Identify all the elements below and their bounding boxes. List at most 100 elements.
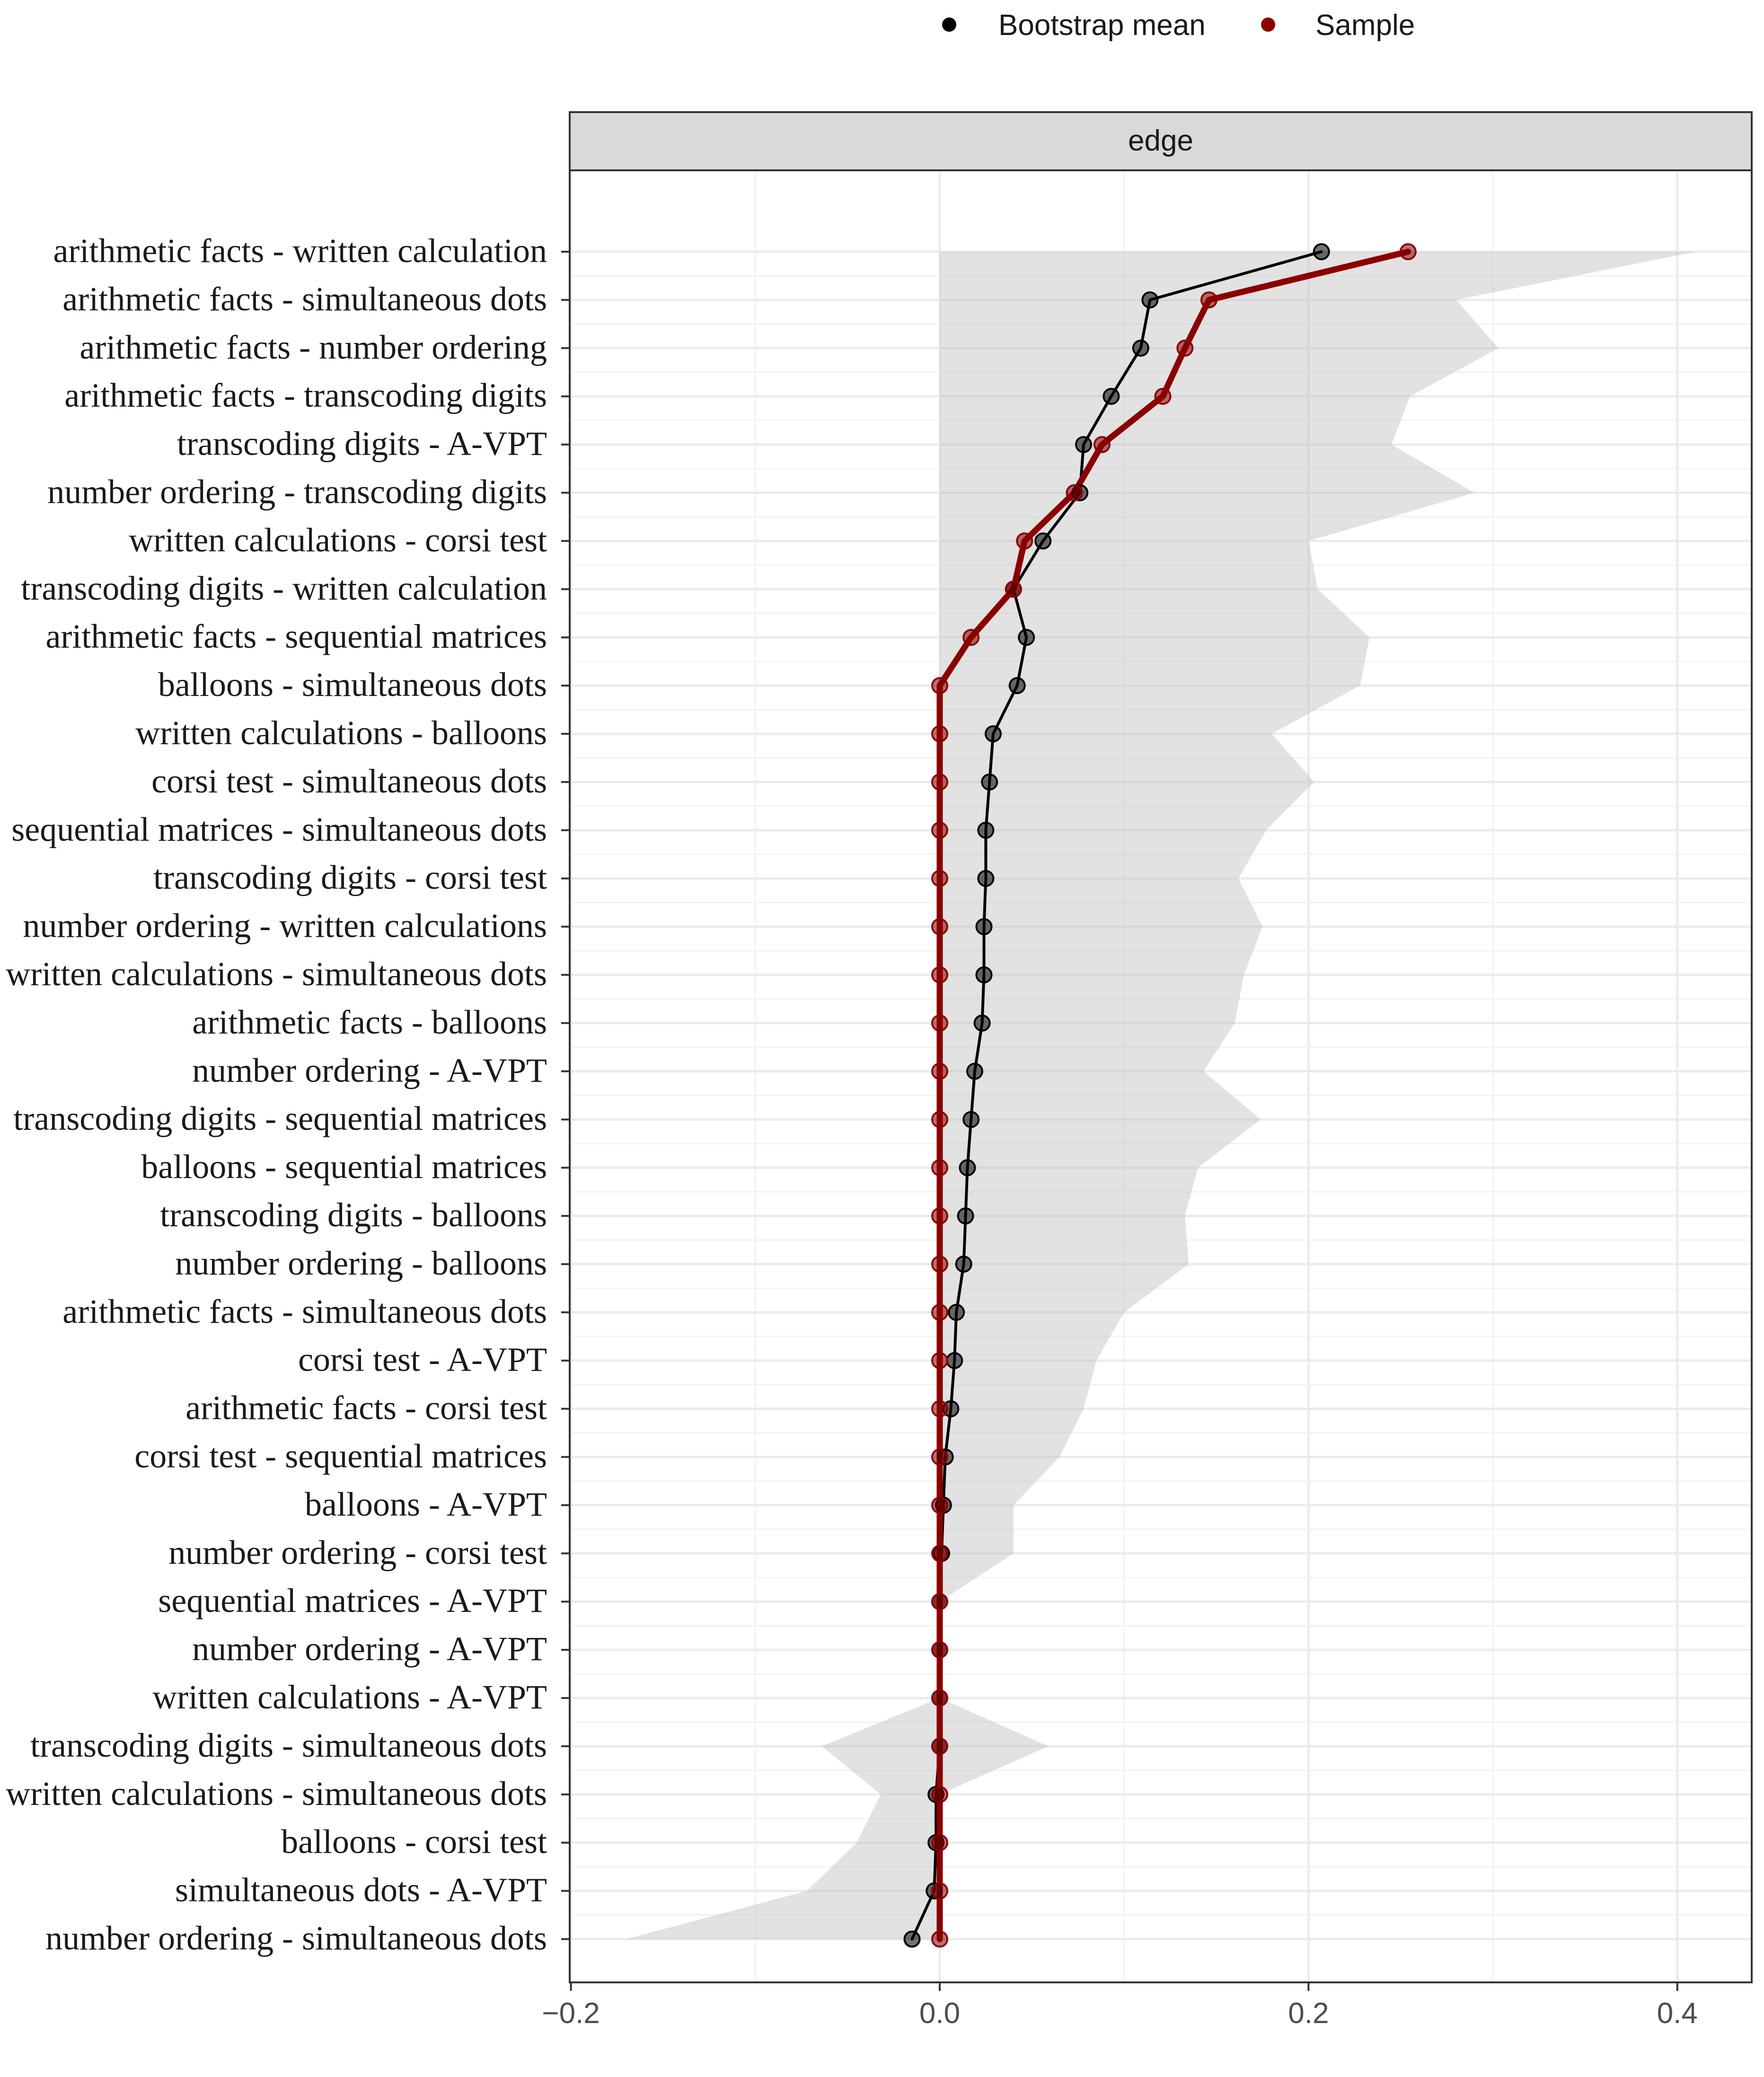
y-tick-label: arithmetic facts - number ordering — [79, 328, 547, 366]
y-tick-label: arithmetic facts - corsi test — [185, 1389, 547, 1427]
y-tick-label: corsi test - A-VPT — [298, 1341, 547, 1379]
data-point-bootstrap-mean — [959, 1159, 976, 1177]
data-point-sample — [931, 918, 948, 935]
data-point-sample — [931, 1207, 948, 1224]
data-point-sample — [1066, 484, 1083, 502]
y-tick-label: transcoding digits - written calculation — [21, 569, 547, 607]
y-tick-label: arithmetic facts - transcoding digits — [64, 377, 547, 414]
x-axis: −0.2 0.0 0.2 0.4 — [542, 1982, 1698, 2030]
legend-bootstrap-mean-marker — [942, 18, 956, 32]
y-tick-label: arithmetic facts - simultaneous dots — [62, 1293, 547, 1330]
data-point-sample — [1016, 532, 1033, 550]
data-point-sample — [931, 1930, 948, 1948]
data-point-sample — [931, 1063, 948, 1080]
data-point-sample — [931, 870, 948, 887]
y-tick-label: written calculations - balloons — [135, 714, 547, 752]
facet-strip: edge — [569, 111, 1753, 171]
data-point-sample — [931, 1448, 948, 1466]
y-axis: arithmetic facts - written calculation ar… — [6, 232, 570, 1957]
data-point-bootstrap-mean — [1075, 436, 1092, 453]
legend: Bootstrap mean Sample — [942, 9, 1415, 42]
data-point-sample — [931, 1690, 948, 1707]
y-tick-label: written calculations - simultaneous dots — [6, 1775, 547, 1813]
data-point-bootstrap-mean — [985, 725, 1002, 742]
data-point-sample — [931, 773, 948, 791]
y-tick-label: number ordering - written calculations — [23, 907, 547, 945]
y-tick-label: number ordering - A-VPT — [192, 1051, 547, 1089]
data-point-sample — [931, 966, 948, 984]
x-tick-label: 0.0 — [919, 1997, 960, 2030]
y-tick-label: written calculations - simultaneous dots — [6, 955, 547, 993]
y-tick-label: sequential matrices - simultaneous dots — [11, 810, 547, 848]
data-point-sample — [931, 1255, 948, 1273]
data-point-bootstrap-mean — [1034, 532, 1052, 550]
data-point-sample — [931, 1545, 948, 1562]
grid-lines — [570, 170, 1752, 1982]
y-tick-label: transcoding digits - simultaneous dots — [30, 1726, 547, 1764]
data-point-sample — [1154, 387, 1172, 405]
data-point-bootstrap-mean — [1313, 243, 1330, 260]
data-point-sample — [931, 1834, 948, 1851]
confidence-band — [626, 252, 1696, 1939]
data-point-sample — [931, 1641, 948, 1659]
y-tick-label: arithmetic facts - sequential matrices — [45, 617, 547, 655]
data-point-sample — [931, 677, 948, 695]
legend-sample-label: Sample — [1315, 9, 1415, 42]
data-point-bootstrap-mean — [975, 966, 993, 984]
data-point-sample — [931, 1882, 948, 1900]
data-point-bootstrap-mean — [957, 1207, 974, 1224]
x-tick-label: 0.4 — [1657, 1997, 1698, 2030]
data-point-bootstrap-mean — [981, 773, 998, 791]
facet-strip-label: edge — [1128, 124, 1193, 157]
y-tick-label: sequential matrices - A-VPT — [158, 1582, 547, 1619]
data-point-sample — [931, 1496, 948, 1514]
y-tick-label: arithmetic facts - balloons — [192, 1003, 547, 1041]
data-point-sample — [931, 1159, 948, 1177]
data-point-bootstrap-mean — [946, 1352, 963, 1369]
data-point-sample — [1176, 339, 1194, 357]
data-point-bootstrap-mean — [1141, 291, 1159, 308]
data-point-sample — [931, 821, 948, 839]
data-point-sample — [931, 1737, 948, 1755]
x-tick-label: −0.2 — [542, 1997, 600, 2030]
series-points — [903, 243, 1417, 1948]
y-tick-label: balloons - A-VPT — [305, 1485, 547, 1523]
data-point-bootstrap-mean — [977, 870, 995, 887]
data-point-sample — [931, 1303, 948, 1321]
y-tick-label: arithmetic facts - written calculation — [53, 232, 547, 270]
data-point-bootstrap-mean — [973, 1014, 991, 1032]
y-tick-label: arithmetic facts - simultaneous dots — [62, 280, 547, 318]
ci-band-area — [626, 252, 1696, 1939]
y-tick-label: number ordering - A-VPT — [192, 1630, 547, 1668]
y-tick-label: number ordering - transcoding digits — [47, 473, 547, 511]
data-point-bootstrap-mean — [948, 1303, 965, 1321]
legend-bootstrap-mean-label: Bootstrap mean — [998, 9, 1206, 42]
data-point-bootstrap-mean — [955, 1255, 972, 1273]
data-point-sample — [931, 1786, 948, 1803]
y-tick-label: transcoding digits - sequential matrices — [13, 1100, 547, 1137]
data-point-sample — [931, 1352, 948, 1369]
y-tick-label: number ordering - balloons — [175, 1244, 547, 1282]
data-point-sample — [931, 1014, 948, 1032]
y-tick-label: transcoding digits - balloons — [160, 1196, 547, 1234]
y-tick-label: transcoding digits - A-VPT — [177, 425, 547, 463]
data-point-sample — [1005, 581, 1022, 598]
data-point-bootstrap-mean — [966, 1063, 983, 1080]
data-point-bootstrap-mean — [1008, 677, 1026, 695]
y-tick-label: written calculations - corsi test — [129, 521, 547, 559]
data-point-sample — [1399, 243, 1417, 260]
data-point-bootstrap-mean — [903, 1930, 921, 1948]
x-tick-label: 0.2 — [1288, 1997, 1329, 2030]
data-point-bootstrap-mean — [977, 821, 995, 839]
y-tick-label: number ordering - corsi test — [168, 1533, 547, 1571]
data-point-bootstrap-mean — [1018, 629, 1035, 646]
y-tick-label: balloons - corsi test — [281, 1823, 547, 1861]
data-point-bootstrap-mean — [1132, 339, 1149, 357]
y-tick-label: balloons - simultaneous dots — [158, 666, 547, 704]
y-tick-label: simultaneous dots - A-VPT — [175, 1871, 547, 1909]
data-point-sample — [931, 1400, 948, 1417]
y-tick-label: corsi test - simultaneous dots — [151, 762, 547, 800]
y-tick-label: corsi test - sequential matrices — [134, 1437, 547, 1475]
